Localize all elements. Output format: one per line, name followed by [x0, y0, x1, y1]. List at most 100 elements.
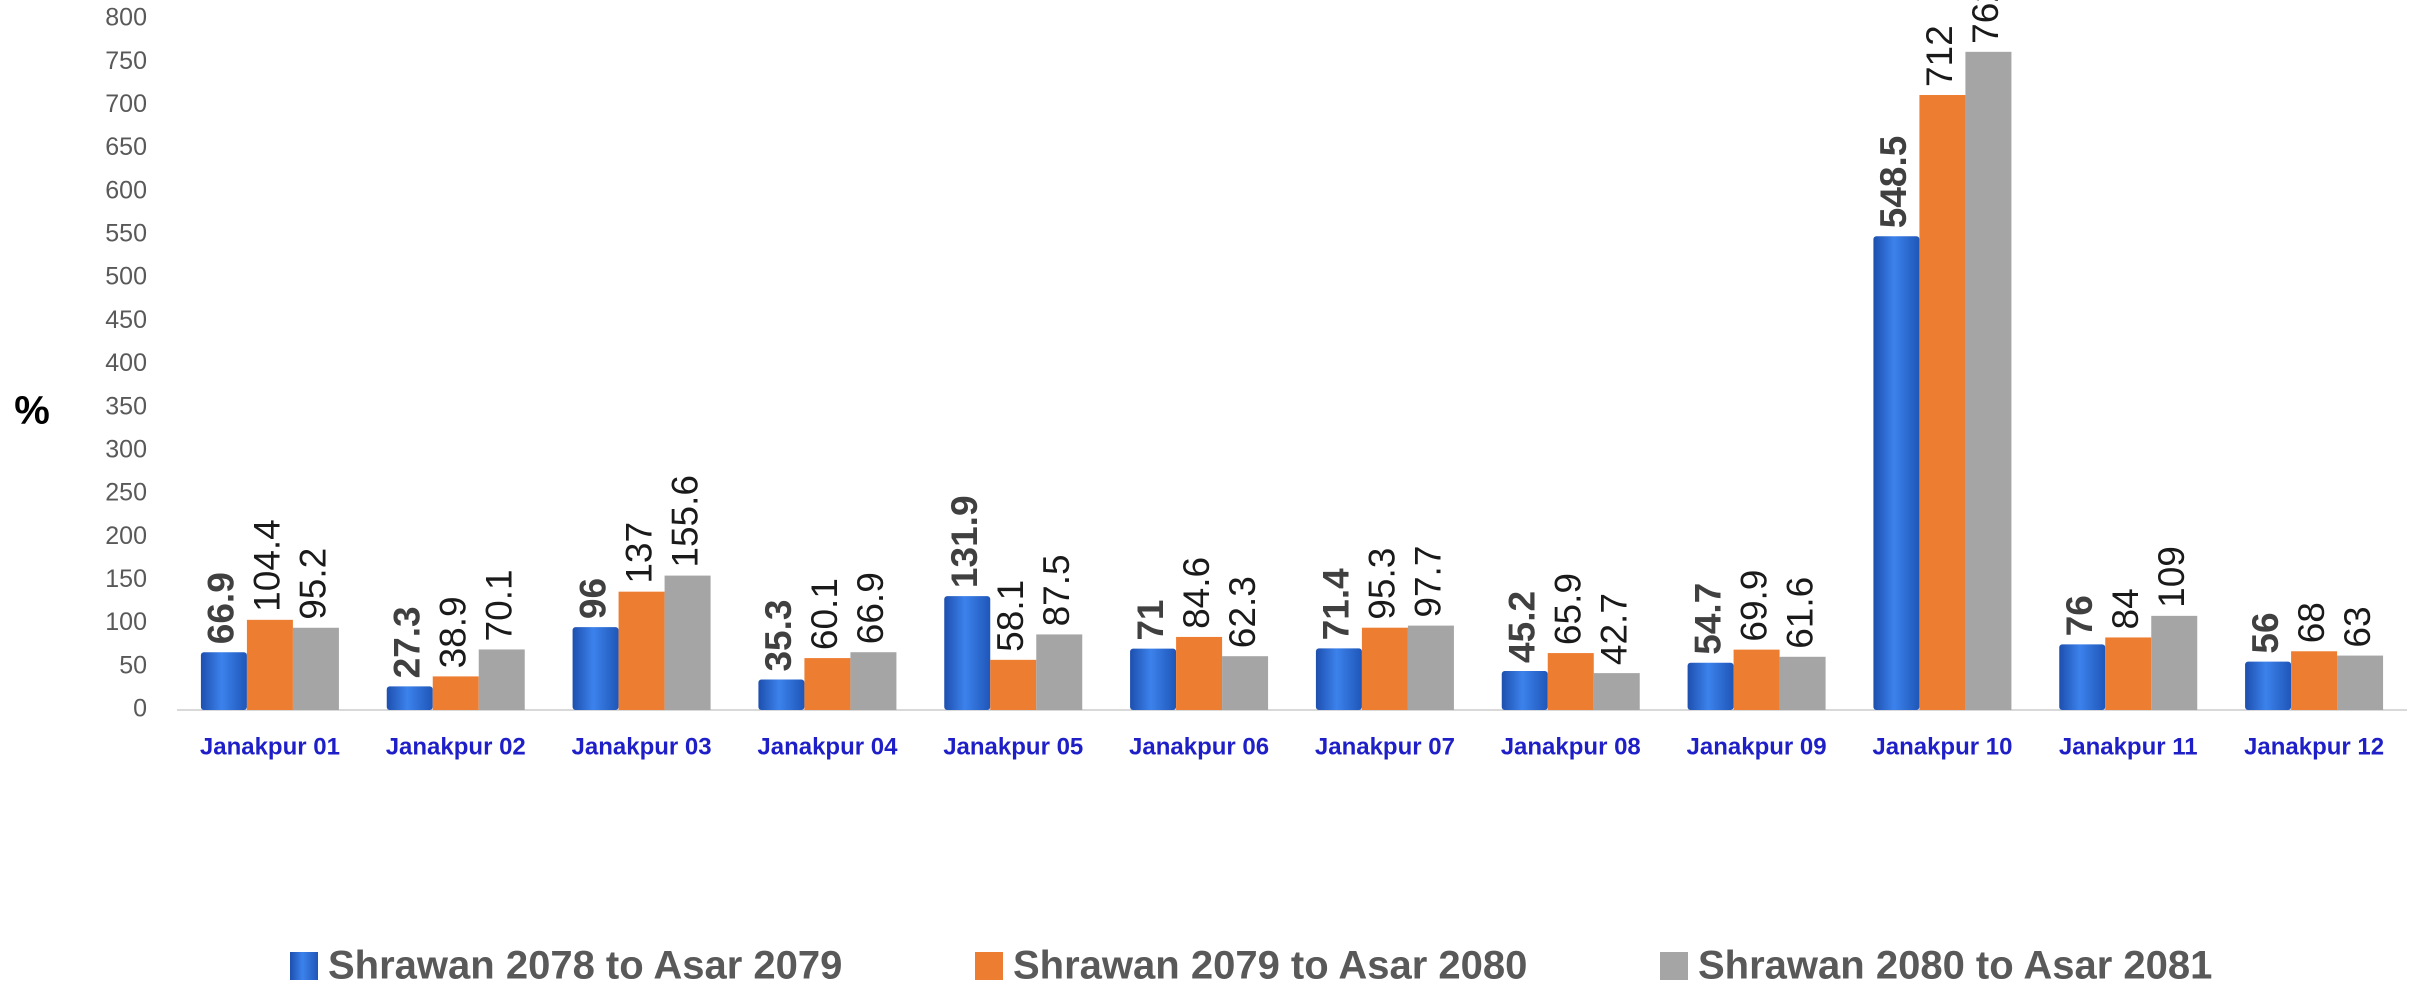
- y-tick-label: 450: [105, 306, 147, 334]
- y-tick-label: 700: [105, 90, 147, 118]
- y-tick-label: 200: [105, 522, 147, 550]
- value-label: 76: [2059, 595, 2100, 636]
- value-label: 155.6: [664, 475, 705, 568]
- value-label: 70.1: [479, 569, 520, 641]
- x-tick-label: Janakpur 09: [1687, 733, 1827, 760]
- y-tick-label: 250: [105, 479, 147, 507]
- legend-label: Shrawan 2079 to Asar 2080: [1013, 944, 1527, 987]
- value-label: 35.3: [758, 599, 799, 671]
- bar: [1501, 670, 1548, 710]
- value-label: 95.2: [293, 548, 334, 620]
- bar: [1407, 625, 1454, 710]
- y-tick-label: 600: [105, 176, 147, 204]
- y-tick-label: 0: [133, 695, 147, 723]
- bar: [664, 575, 711, 710]
- x-tick-label: Janakpur 11: [2059, 733, 2198, 760]
- value-label: 65.9: [1548, 573, 1589, 645]
- value-label: 62.3: [1222, 576, 1263, 648]
- bar: [758, 679, 805, 710]
- bar: [386, 686, 433, 710]
- value-label: 84.6: [1176, 557, 1217, 629]
- bar: [804, 658, 851, 710]
- y-tick-label: 50: [119, 651, 147, 679]
- bar: [1593, 673, 1640, 710]
- y-tick-label: 500: [105, 263, 147, 291]
- bar: [850, 652, 897, 710]
- bar: [1547, 653, 1594, 710]
- bar: [2105, 637, 2152, 710]
- y-tick-label: 750: [105, 47, 147, 75]
- legend-swatch: [290, 952, 318, 980]
- x-tick-label: Janakpur 05: [943, 733, 1083, 760]
- value-label: 38.9: [433, 596, 474, 668]
- value-label: 104.4: [247, 519, 288, 612]
- x-tick-label: Janakpur 02: [386, 733, 526, 760]
- value-label: 60.1: [804, 578, 845, 650]
- bar: [2151, 615, 2198, 710]
- bar: [1315, 648, 1362, 710]
- legend-swatch: [975, 952, 1003, 980]
- value-label: 71: [1130, 600, 1171, 641]
- value-label: 63: [2337, 606, 2378, 647]
- bar: [2291, 651, 2338, 710]
- value-label: 109: [2151, 546, 2192, 608]
- bar: [944, 596, 991, 710]
- legend-label: Shrawan 2078 to Asar 2079: [328, 944, 842, 987]
- x-tick-label: Janakpur 04: [757, 733, 898, 760]
- value-label: 84: [2105, 588, 2146, 629]
- value-label: 712: [1919, 25, 1960, 87]
- value-label: 66.9: [201, 572, 242, 644]
- bar: [618, 591, 665, 710]
- x-tick-label: Janakpur 08: [1501, 733, 1641, 760]
- value-label: 58.1: [990, 580, 1031, 652]
- value-label: 45.2: [1502, 591, 1543, 663]
- bar: [1361, 627, 1408, 710]
- value-label: 95.3: [1362, 548, 1403, 620]
- value-label: 42.7: [1594, 593, 1635, 665]
- value-label: 131.9: [944, 495, 985, 588]
- bar: [1176, 636, 1223, 710]
- x-tick-label: Janakpur 06: [1129, 733, 1269, 760]
- value-label: 71.4: [1316, 568, 1357, 640]
- y-tick-label: 800: [105, 4, 147, 32]
- y-tick-label: 650: [105, 133, 147, 161]
- y-axis-label: %: [14, 389, 50, 433]
- bar: [432, 676, 479, 710]
- bar: [1687, 662, 1734, 710]
- value-label: 27.3: [387, 606, 428, 678]
- x-tick-label: Janakpur 10: [1872, 733, 2012, 760]
- y-tick-label: 550: [105, 220, 147, 248]
- bar: [1873, 236, 1920, 710]
- value-label: 762: [1965, 0, 2006, 44]
- bar: [1919, 95, 1966, 710]
- bar: [990, 659, 1037, 710]
- bar: [2337, 655, 2384, 710]
- value-label: 68: [2291, 602, 2332, 643]
- value-label: 61.6: [1779, 577, 1820, 649]
- bar: [2059, 644, 2106, 710]
- legend-label: Shrawan 2080 to Asar 2081: [1698, 944, 2212, 987]
- y-tick-label: 400: [105, 349, 147, 377]
- x-tick-label: Janakpur 03: [572, 733, 712, 760]
- bar: [572, 627, 619, 710]
- legend-swatch: [1660, 952, 1688, 980]
- value-label: 87.5: [1036, 554, 1077, 626]
- bar: [2245, 661, 2292, 710]
- x-tick-label: Janakpur 07: [1315, 733, 1455, 760]
- value-label: 69.9: [1733, 570, 1774, 642]
- bar: [1130, 648, 1177, 710]
- value-label: 137: [618, 522, 659, 584]
- x-tick-label: Janakpur 12: [2244, 733, 2384, 760]
- y-tick-label: 100: [105, 608, 147, 636]
- bar: [1779, 656, 1826, 710]
- bar: [1036, 634, 1083, 710]
- value-label: 54.7: [1687, 583, 1728, 655]
- value-label: 66.9: [850, 572, 891, 644]
- value-label: 97.7: [1408, 546, 1449, 618]
- bar: [1733, 649, 1780, 710]
- bar: [292, 627, 339, 710]
- bar: [1965, 51, 2012, 710]
- y-tick-label: 350: [105, 392, 147, 420]
- bar: [200, 652, 247, 710]
